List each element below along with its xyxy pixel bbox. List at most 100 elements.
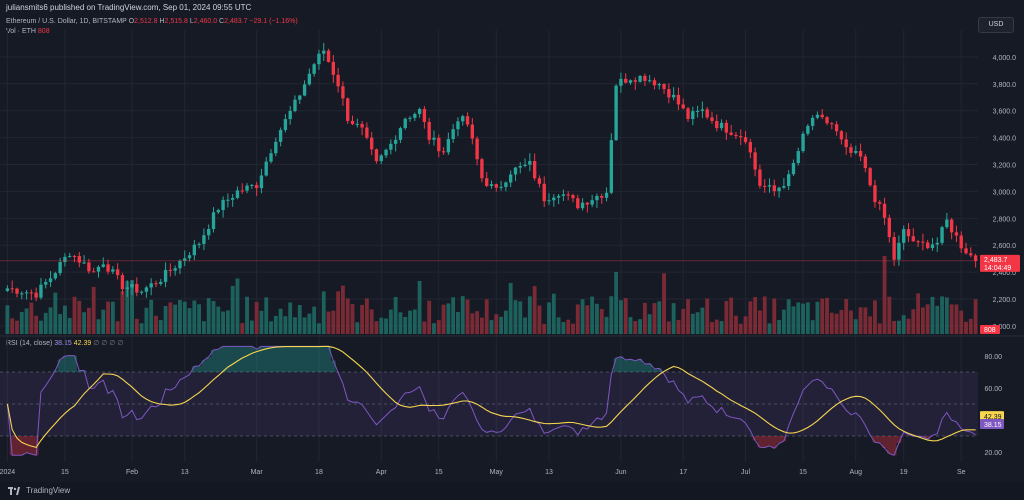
candle-body: [964, 248, 968, 254]
candle-body: [408, 117, 412, 119]
candle-body: [940, 227, 944, 243]
candle-body: [844, 139, 848, 148]
candle-body: [178, 260, 182, 269]
volume-bar: [206, 298, 211, 334]
volume-bar: [269, 321, 273, 334]
candle-body: [221, 199, 225, 211]
candle-body: [719, 122, 724, 129]
candle-body: [389, 143, 393, 150]
volume-bar: [317, 323, 321, 334]
time-axis-label: 15: [799, 469, 807, 476]
candle-body: [508, 174, 513, 183]
candle-body: [341, 86, 345, 99]
volume-bar: [422, 321, 427, 334]
candle-body: [969, 253, 973, 256]
footer: TradingView: [0, 482, 1024, 500]
candle-body: [245, 185, 249, 191]
candle-body: [892, 237, 896, 260]
volume-bar: [408, 310, 412, 334]
candle-body: [748, 142, 753, 153]
volume-bar: [666, 321, 671, 334]
candle-body: [863, 156, 868, 169]
volume-bar: [86, 307, 91, 334]
candle-body: [63, 256, 67, 263]
candle-body: [671, 94, 676, 98]
volume-bar: [58, 314, 63, 334]
candle-body: [494, 184, 498, 188]
volume-bar: [676, 319, 681, 334]
candle-body: [68, 255, 72, 257]
candle-body: [647, 80, 652, 82]
rsi-oversold-fill: [19, 436, 25, 456]
candle-body: [619, 78, 623, 86]
volume-bar: [638, 319, 643, 334]
candle-body: [197, 243, 201, 245]
volume-bar: [456, 311, 460, 334]
close-value: 2,483.7: [224, 18, 248, 25]
volume-bar: [916, 293, 921, 334]
volume-bar: [417, 280, 422, 334]
candle-body: [441, 151, 446, 153]
volume-bar: [825, 297, 829, 334]
volume-bar: [384, 318, 388, 334]
time-axis-label: 19: [900, 469, 908, 476]
rsi-overbought-fill: [628, 359, 633, 372]
candle-body: [159, 281, 163, 284]
volume-bar: [695, 312, 700, 334]
candle-body: [767, 185, 772, 187]
volume-bar: [364, 298, 369, 334]
candle-body: [902, 229, 906, 243]
rsi-ma-badge: [980, 411, 1004, 422]
candle-body: [465, 116, 470, 125]
candle-body: [77, 255, 81, 263]
time-axis-label: May: [490, 469, 504, 476]
rsi-oversold-fill: [781, 436, 787, 442]
volume-bar: [302, 317, 307, 334]
volume-bar: [595, 303, 599, 334]
candle-body: [355, 123, 359, 125]
candle-body: [20, 293, 24, 295]
candle-body: [413, 113, 417, 118]
rsi-oversold-fill: [28, 436, 34, 455]
time-axis-label: Feb: [126, 469, 138, 476]
rsi-oversold-fill: [14, 436, 20, 456]
currency-button[interactable]: USD: [978, 17, 1014, 33]
volume-bar: [216, 306, 221, 334]
volume-bar: [446, 303, 451, 334]
volume-bar: [762, 296, 767, 334]
time-axis-label: 13: [181, 469, 189, 476]
rsi-overbought-fill: [283, 346, 288, 372]
candle-body: [882, 203, 887, 218]
candle-body: [657, 84, 661, 86]
volume-bar: [240, 323, 245, 334]
volume-bar: [896, 320, 901, 334]
volume-bar: [403, 317, 408, 334]
volume-bar: [259, 310, 264, 334]
candle-body: [921, 241, 925, 243]
volume-bar: [225, 310, 230, 334]
candle-body: [82, 262, 86, 264]
candle-body: [130, 283, 134, 288]
candle-body: [763, 185, 767, 187]
candle-body: [662, 84, 666, 90]
volume-bar: [278, 308, 283, 334]
chart-canvas[interactable]: 2,000.0 2,200.0 2,400.0 2,600.0 2,800.0 3,000…: [0, 0, 1024, 482]
volume-bar: [158, 320, 163, 334]
candle-body: [446, 139, 451, 153]
volume-bar: [475, 311, 480, 334]
volume-bar: [432, 323, 436, 334]
volume-bar: [757, 310, 762, 334]
volume-bar: [288, 302, 293, 334]
candle-body: [288, 111, 292, 120]
rsi-overbought-fill: [316, 346, 322, 372]
candle-body: [868, 168, 872, 186]
rsi-overbought-fill: [321, 346, 327, 372]
candle-body: [111, 269, 115, 272]
volume-bar: [326, 311, 331, 334]
price-axis-label: 3,600.0: [993, 109, 1016, 116]
rsi-oversold-fill: [757, 436, 763, 448]
rsi-oversold-fill: [776, 436, 782, 444]
candle-body: [154, 283, 158, 285]
volume-bar: [734, 315, 738, 334]
rsi-overbought-fill: [230, 346, 236, 372]
